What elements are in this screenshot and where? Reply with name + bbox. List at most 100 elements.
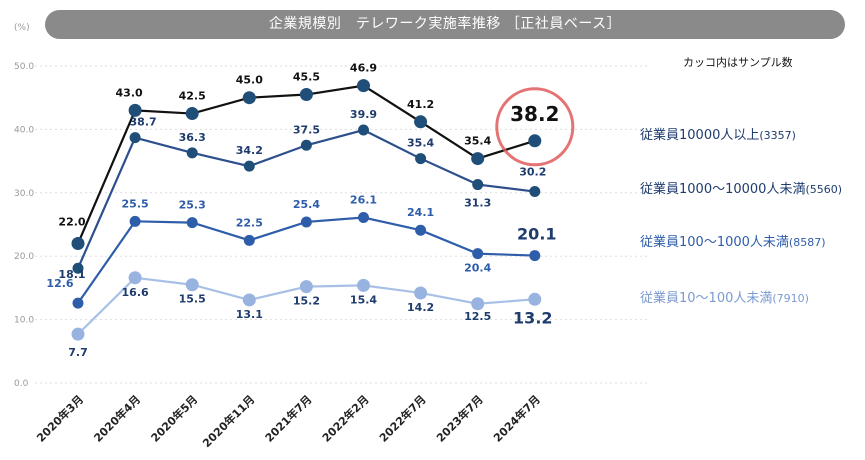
data-label: 13.1: [236, 308, 263, 321]
data-label: 46.9: [350, 62, 377, 75]
data-label: 38.7: [130, 116, 157, 129]
data-point: [300, 216, 312, 228]
y-tick-label: 10.0: [14, 316, 34, 326]
y-axis-unit: (%): [14, 23, 30, 33]
data-label: 25.3: [179, 199, 206, 212]
data-point: [185, 107, 199, 121]
data-label: 30.2: [519, 166, 546, 179]
data-label: 12.6: [46, 277, 73, 290]
data-point: [243, 234, 255, 246]
y-tick-label: 50.0: [14, 62, 34, 72]
data-label: 26.1: [350, 194, 377, 207]
y-tick-label: 0.0: [14, 379, 29, 389]
data-point: [529, 186, 541, 198]
legend-series-name: 従業員100～1000人未満: [640, 234, 789, 250]
data-label: 35.4: [464, 135, 491, 148]
sample-size-note: カッコ内はサンプル数: [683, 56, 793, 69]
data-point: [471, 297, 485, 311]
data-point: [472, 179, 484, 191]
data-label: 22.5: [236, 216, 263, 229]
y-tick-label: 20.0: [14, 252, 34, 262]
data-point: [358, 124, 369, 136]
data-label: 31.3: [464, 197, 491, 210]
data-label: 18.1: [58, 268, 85, 281]
y-tick-label: 40.0: [14, 125, 34, 135]
data-point: [528, 134, 542, 148]
data-point: [300, 139, 312, 151]
data-label: 14.2: [407, 301, 434, 314]
data-label: 43.0: [116, 86, 143, 99]
legend-series-name: 従業員1000～10000人未満: [640, 181, 805, 197]
x-tick-label: 2022年7月: [376, 392, 429, 445]
data-point: [358, 212, 369, 224]
data-point: [299, 88, 313, 102]
data-label: 35.4: [407, 137, 434, 150]
data-label: 37.5: [293, 123, 320, 136]
legend-entry: 従業員10000人以上(3357): [640, 127, 796, 143]
x-tick-label: 2021年7月: [262, 392, 315, 445]
data-point: [414, 286, 428, 300]
data-point: [357, 278, 370, 292]
data-label: 39.9: [350, 108, 377, 121]
data-label: 20.4: [464, 262, 491, 275]
data-label: 16.6: [122, 286, 149, 299]
chart-title: 企業規模別 テレワーク実施率推移 ［正社員ベース］: [268, 16, 622, 32]
data-label: 15.2: [293, 295, 320, 308]
legend-sample-size: (8587): [789, 236, 826, 249]
x-tick-label: 2020年4月: [91, 392, 144, 445]
legend-sample-size: (5560): [805, 183, 842, 196]
data-label: 45.5: [293, 71, 320, 84]
legend-series-name: 従業員10～100人未満: [640, 290, 772, 306]
data-point: [128, 271, 142, 285]
data-point: [529, 250, 541, 262]
data-label: 15.5: [179, 293, 206, 306]
data-point: [72, 297, 84, 309]
data-label: 20.1: [517, 225, 556, 244]
data-label: 12.5: [464, 310, 491, 323]
x-tick-label: 2022年2月: [319, 392, 372, 445]
data-point: [129, 215, 141, 227]
data-point: [472, 248, 484, 260]
data-point: [242, 293, 256, 307]
legend-entry: 従業員10～100人未満(7910): [640, 290, 809, 306]
data-label: 22.0: [58, 216, 85, 229]
legend-sample-size: (7910): [772, 292, 809, 305]
data-label: 38.2: [510, 102, 559, 126]
legend-series-name: 従業員10000人以上: [640, 127, 759, 143]
data-point: [71, 237, 85, 251]
x-tick-label: 2020年11月: [199, 392, 257, 450]
data-point: [72, 262, 84, 274]
data-point: [243, 160, 255, 172]
highlight-circle: [495, 87, 575, 167]
x-tick-label: 2020年5月: [148, 392, 201, 445]
data-label: 13.2: [513, 308, 552, 327]
data-label: 25.5: [122, 197, 149, 210]
data-point: [471, 152, 485, 166]
data-point: [186, 147, 198, 159]
data-point: [415, 224, 427, 236]
data-label: 34.2: [236, 144, 263, 157]
data-label: 45.0: [236, 74, 263, 87]
legend-sample-size: (3357): [759, 129, 796, 142]
data-point: [299, 280, 313, 294]
data-label: 36.3: [179, 131, 206, 144]
data-point: [186, 217, 198, 229]
y-tick-label: 30.0: [14, 189, 34, 199]
data-point: [357, 79, 370, 93]
legend-entry: 従業員1000～10000人未満(5560): [640, 181, 842, 197]
data-point: [185, 278, 199, 292]
data-point: [415, 153, 427, 165]
data-point: [414, 115, 428, 129]
data-label: 25.4: [293, 198, 320, 211]
data-label: 15.4: [350, 293, 377, 306]
data-label: 7.7: [68, 346, 88, 359]
x-tick-label: 2024年7月: [490, 392, 543, 445]
chart-title-bar: 企業規模別 テレワーク実施率推移 ［正社員ベース］: [45, 10, 845, 39]
x-tick-label: 2023年7月: [433, 392, 486, 445]
data-point: [528, 292, 542, 306]
legend-entry: 従業員100～1000人未満(8587): [640, 234, 825, 250]
data-point: [129, 132, 141, 144]
data-point: [128, 103, 142, 117]
data-point: [242, 91, 256, 105]
